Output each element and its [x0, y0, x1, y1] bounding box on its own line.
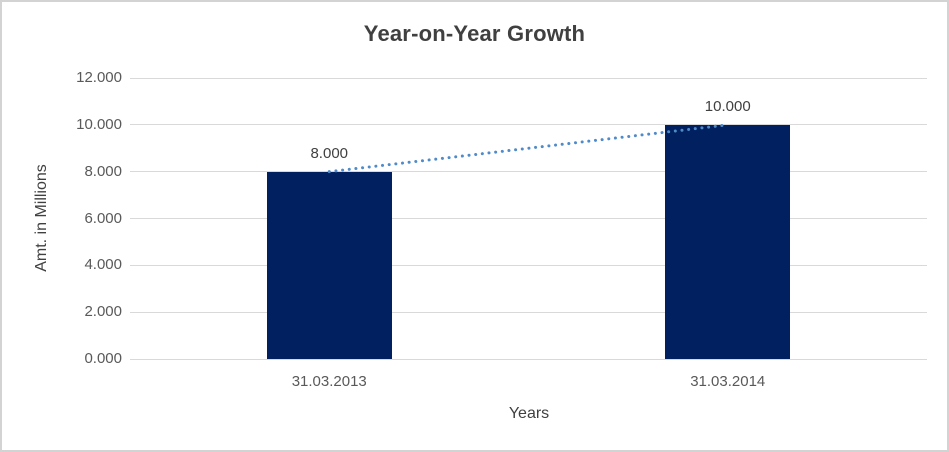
plot-area: 0.000 2.000 4.000 6.000 8.000 10.000 12.000 8.0… [76, 69, 927, 390]
x-tick-label: 31.03.2013 [291, 373, 367, 390]
y-tick-label: 10.000 [76, 115, 122, 133]
y-tick-label: 8.000 [84, 162, 122, 180]
y-tick-label: 0.000 [84, 350, 122, 367]
bar-data-label: 8.000 [310, 144, 349, 162]
bar-data-label: 10.000 [704, 97, 751, 115]
gridline [130, 358, 927, 360]
gridline [130, 77, 927, 79]
gridline [130, 124, 927, 126]
x-axis-title: Years [508, 405, 550, 422]
y-tick-label: 6.000 [84, 209, 122, 227]
gridline [130, 311, 927, 313]
bar [266, 171, 392, 359]
trendline [327, 123, 730, 174]
gridline [130, 218, 927, 219]
gridline [130, 171, 927, 173]
trendline-svg [327, 123, 730, 174]
y-tick-label: 4.000 [84, 256, 122, 274]
x-tick-label: 31.03.2014 [690, 373, 766, 390]
chart-title: Year-on-Year Growth [363, 21, 586, 46]
y-tick-label: 2.000 [84, 303, 122, 321]
gridline [130, 264, 927, 266]
y-tick-label: 12.000 [76, 69, 122, 86]
bar [665, 124, 791, 359]
